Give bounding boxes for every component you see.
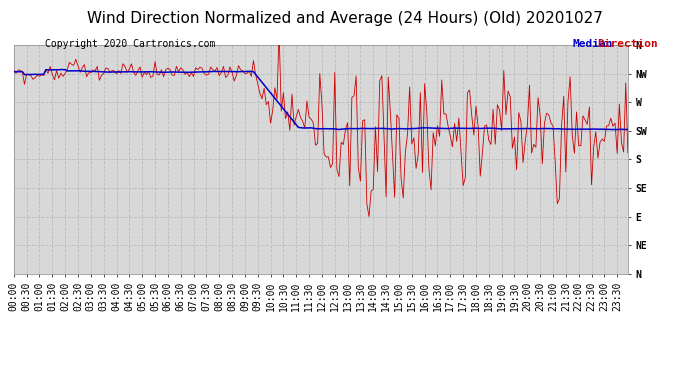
Text: Wind Direction Normalized and Average (24 Hours) (Old) 20201027: Wind Direction Normalized and Average (2… [87,11,603,26]
Text: Direction: Direction [597,39,658,50]
Text: Copyright 2020 Cartronics.com: Copyright 2020 Cartronics.com [45,39,215,50]
Text: Median: Median [573,39,613,50]
